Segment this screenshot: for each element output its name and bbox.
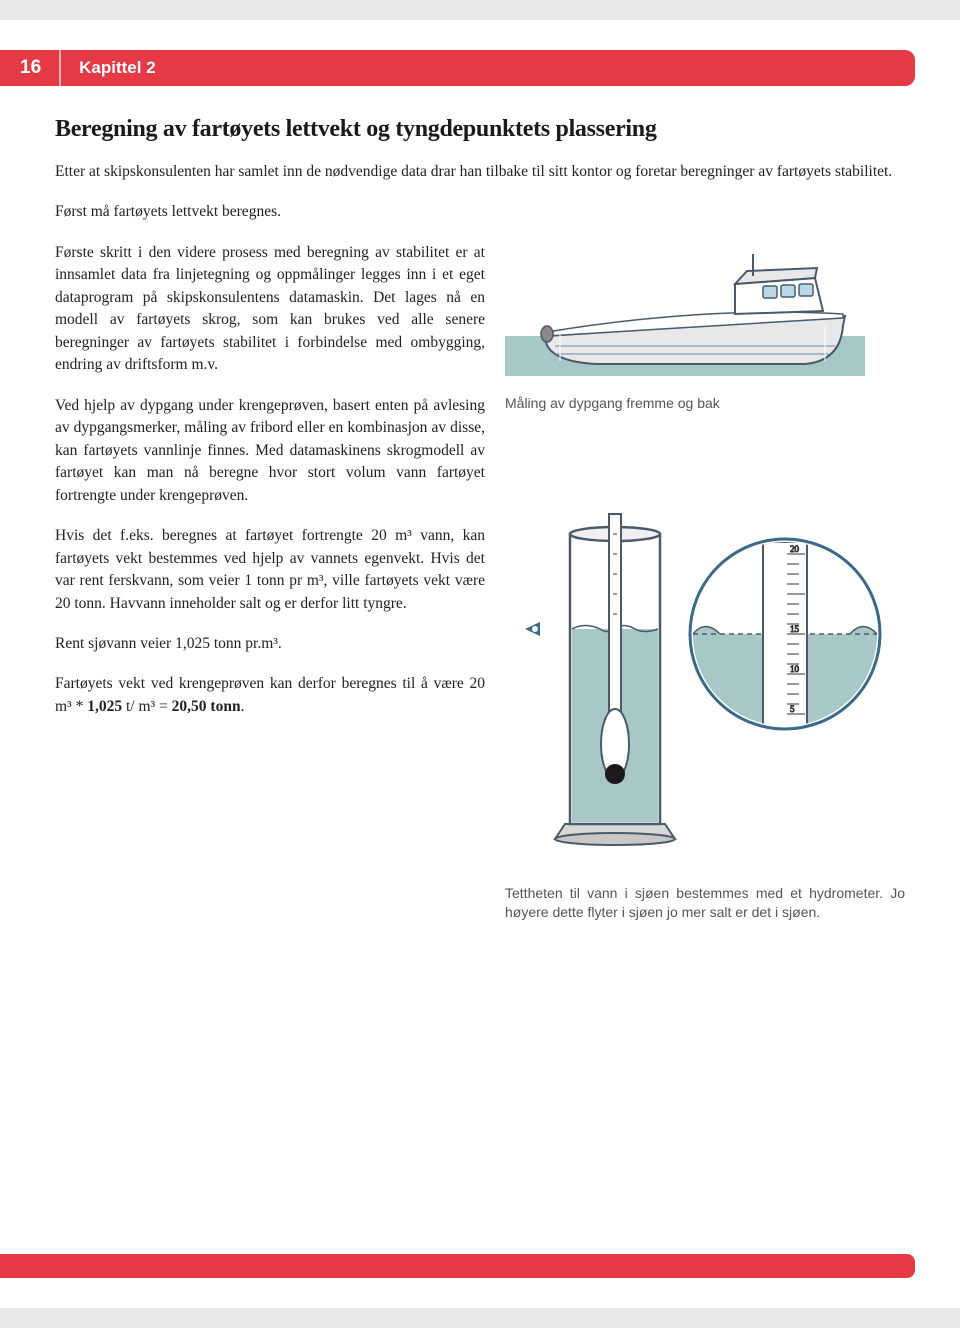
svg-text:10: 10 [790,664,800,674]
intro-paragraph: Etter at skipskonsulenten har samlet inn… [55,161,905,183]
ship-illustration [505,246,865,386]
svg-text:20: 20 [790,544,800,554]
footer-bar [0,1254,915,1278]
process-paragraph: Første skritt i den videre prosess med b… [55,242,485,377]
seawater-paragraph: Rent sjøvann veier 1,025 tonn pr.m³. [55,633,485,655]
right-column: Måling av dypgang fremme og bak [505,242,905,923]
calc-density: 1,025 [87,698,122,715]
calc-suffix: . [241,698,245,715]
calc-result: 20,50 tonn [172,698,241,715]
example-paragraph: Hvis det f.eks. beregnes at fartøyet for… [55,525,485,615]
two-column-content: Første skritt i den videre prosess med b… [55,242,905,923]
hydrometer-illustration: 20 15 10 [505,474,885,854]
chapter-header-bar: 16 Kapittel 2 [0,50,915,86]
svg-text:15: 15 [790,624,800,634]
hydrometer-caption: Tettheten til vann i sjøen bestemmes med… [505,884,905,923]
page-number: 16 [20,50,61,86]
page: 16 Kapittel 2 Beregning av fartøyets let… [0,20,960,1308]
left-column: Første skritt i den videre prosess med b… [55,242,485,923]
chapter-label: Kapittel 2 [61,58,156,78]
first-paragraph: Først må fartøyets lettvekt beregnes. [55,201,905,223]
svg-text:5: 5 [790,704,795,714]
hydrometer-figure: 20 15 10 [505,474,905,854]
section-heading: Beregning av fartøyets lettvekt og tyngd… [55,116,905,143]
ship-caption: Måling av dypgang fremme og bak [505,394,905,414]
calculation-paragraph: Fartøyets vekt ved krengeprøven kan derf… [55,673,485,718]
calc-mid: t/ m³ = [122,698,172,715]
ship-figure: Måling av dypgang fremme og bak [505,246,905,414]
dypgang-paragraph: Ved hjelp av dypgang under krengeprøven,… [55,395,485,507]
